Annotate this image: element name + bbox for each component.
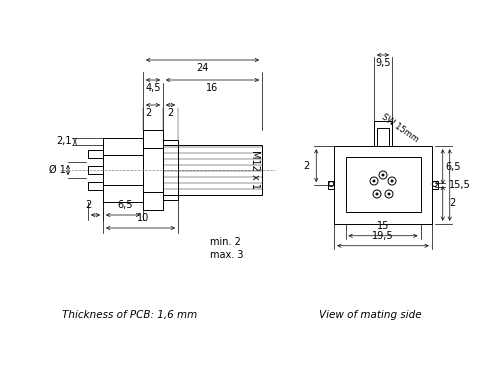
Circle shape — [381, 174, 384, 176]
Bar — [431, 181, 437, 189]
Text: max. 3: max. 3 — [209, 250, 243, 260]
Bar — [345, 158, 420, 213]
Bar — [376, 128, 388, 146]
Text: SW 15mm: SW 15mm — [379, 112, 419, 144]
Text: 6,5: 6,5 — [444, 162, 460, 172]
Text: 19,5: 19,5 — [371, 231, 393, 241]
Text: View of mating side: View of mating side — [318, 310, 421, 320]
Bar — [373, 121, 391, 146]
Text: 16: 16 — [206, 83, 218, 93]
Text: 2: 2 — [166, 108, 173, 118]
Text: 24: 24 — [196, 63, 208, 73]
Text: 2: 2 — [303, 160, 309, 171]
Circle shape — [372, 180, 374, 182]
Text: min. 2: min. 2 — [209, 237, 241, 247]
Text: 2: 2 — [85, 200, 91, 210]
Bar — [327, 181, 334, 189]
Text: 2: 2 — [448, 198, 455, 208]
Text: Thickness of PCB: 1,6 mm: Thickness of PCB: 1,6 mm — [62, 310, 197, 320]
Text: 6,5: 6,5 — [117, 200, 132, 210]
Text: 4,5: 4,5 — [145, 83, 161, 93]
Bar — [103, 138, 142, 202]
Bar — [334, 146, 431, 224]
Text: 10: 10 — [137, 213, 149, 223]
Bar — [163, 145, 262, 195]
Circle shape — [375, 193, 377, 195]
Text: 2,1: 2,1 — [56, 136, 72, 147]
Bar — [163, 140, 178, 200]
Circle shape — [390, 180, 392, 182]
Circle shape — [387, 193, 389, 195]
Bar — [142, 130, 163, 210]
Text: 9,5: 9,5 — [374, 58, 390, 68]
Text: 15: 15 — [376, 221, 388, 231]
Text: M12 x 1: M12 x 1 — [249, 150, 260, 189]
Text: 15,5: 15,5 — [448, 180, 469, 190]
Text: Ø 1: Ø 1 — [48, 165, 65, 175]
Text: 2: 2 — [144, 108, 151, 118]
